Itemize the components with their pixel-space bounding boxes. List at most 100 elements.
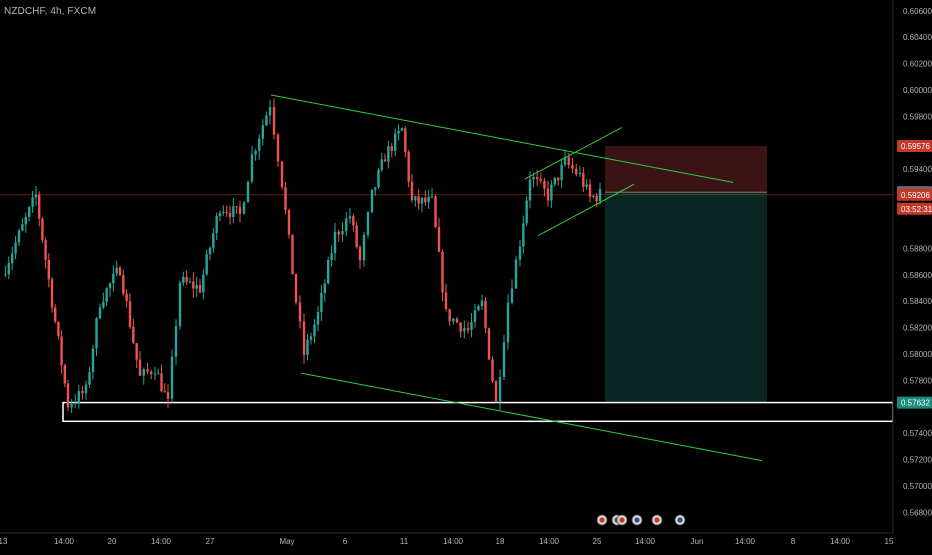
candle-body: [132, 326, 135, 344]
candle-body: [185, 276, 188, 282]
candle-body: [138, 359, 142, 376]
y-tick-label: 0.60600: [903, 7, 932, 16]
event-flag-icon[interactable]: [616, 514, 628, 526]
candle-body: [284, 187, 287, 210]
candle-body: [595, 195, 598, 202]
candle-body: [337, 231, 340, 235]
take-profit-zone: [605, 192, 767, 403]
candle-body: [383, 159, 387, 162]
x-tick-label: 11: [400, 537, 409, 546]
candle-body: [560, 164, 563, 181]
candle-body: [128, 301, 132, 327]
x-tick-label: 14:00: [443, 537, 464, 546]
candle-body: [543, 180, 546, 189]
event-flag-icon[interactable]: [596, 514, 608, 526]
upper-channel-line: [270, 94, 734, 183]
candle-body: [235, 206, 238, 208]
candle-body: [370, 189, 374, 213]
candle-body: [345, 218, 348, 232]
candle-body: [571, 164, 574, 169]
candle-body: [66, 383, 70, 408]
candle-body: [557, 177, 560, 181]
candle-body: [309, 336, 313, 340]
candle-body: [47, 259, 50, 280]
y-tick-label: 0.58800: [903, 244, 932, 253]
candle-body: [330, 253, 333, 260]
y-tick-label: 0.60000: [903, 86, 932, 95]
x-tick-label: 14:00: [54, 537, 75, 546]
candle-body: [31, 197, 34, 207]
event-flag-icon[interactable]: [651, 514, 663, 526]
candle-body: [125, 293, 128, 302]
candle-body: [170, 356, 174, 399]
candle-body: [377, 170, 380, 188]
candle-body: [502, 342, 506, 378]
symbol-title: NZDCHF, 4h, FXCM: [4, 6, 97, 17]
candle-body: [146, 369, 149, 372]
candle-body: [298, 302, 302, 322]
stop-loss-zone: [605, 145, 767, 193]
candle-body: [341, 231, 344, 235]
x-tick-label: 8: [791, 537, 796, 546]
candle-body: [380, 159, 383, 171]
y-tick-label: 0.57000: [903, 482, 932, 491]
x-tick-label: 27: [206, 537, 215, 546]
y-tick-label: 0.58000: [903, 350, 932, 359]
candle-body: [434, 196, 437, 228]
candle-body: [528, 179, 532, 201]
candle-body: [102, 301, 105, 308]
candle-body: [280, 161, 284, 188]
candle-body: [390, 146, 393, 151]
y-tick-label: 0.57800: [903, 376, 932, 385]
y-tick-label: 0.59800: [903, 112, 932, 121]
candle-body: [41, 218, 44, 241]
price-badge-label: 0.59206: [901, 191, 930, 200]
candle-body: [95, 318, 98, 349]
candle-body: [228, 213, 232, 217]
candle-body: [84, 384, 88, 394]
candle-body: [355, 225, 358, 248]
candle-body: [430, 196, 434, 198]
candle-body: [63, 365, 66, 384]
y-tick-label: 0.58400: [903, 297, 932, 306]
x-tick-label: 20: [108, 537, 117, 546]
candle-body: [306, 339, 309, 355]
candle-body: [4, 274, 7, 276]
candle-body: [452, 318, 455, 322]
candle-body: [473, 310, 477, 322]
candle-body: [54, 307, 57, 322]
price-badge-last: [897, 188, 932, 201]
candle-body: [582, 172, 585, 187]
event-flag-icon[interactable]: [674, 514, 686, 526]
candle-body: [81, 390, 84, 394]
candle-body: [34, 194, 38, 198]
candle-body: [74, 402, 77, 404]
y-tick-label: 0.57200: [903, 456, 932, 465]
candle-body: [182, 276, 185, 283]
candle-body: [323, 283, 326, 293]
candle-body: [477, 306, 480, 311]
price-badge-stop: [897, 139, 932, 152]
candle-body: [21, 224, 24, 231]
candle-body: [459, 322, 462, 332]
candle-body: [470, 321, 473, 331]
candle-body: [28, 206, 31, 217]
candle-body: [387, 146, 390, 162]
candle-body: [466, 328, 470, 331]
candle-body: [348, 216, 352, 219]
candle-body: [400, 128, 404, 131]
candle-body: [195, 284, 198, 289]
price-badge-label: 03:52:31: [901, 205, 932, 214]
candle-body: [150, 371, 153, 374]
candle-body: [536, 177, 539, 180]
candle-body: [166, 392, 170, 399]
y-tick-label: 0.56800: [903, 508, 932, 517]
candle-body: [484, 300, 487, 329]
candle-body: [506, 302, 510, 343]
candle-body: [585, 184, 588, 187]
candle-body: [592, 195, 595, 197]
y-tick-label: 0.60400: [903, 33, 932, 42]
event-flag-icon[interactable]: [631, 514, 643, 526]
